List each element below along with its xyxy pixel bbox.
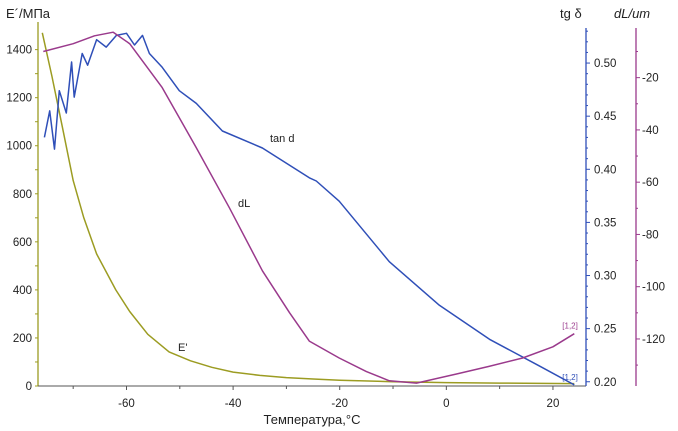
y-tan-tick-label: 0.30: [594, 271, 616, 283]
y-left-tick-label: 800: [13, 189, 32, 201]
y-left-axis-title: E´/МПа: [6, 6, 51, 21]
x-tick-label: -60: [118, 398, 135, 410]
series-line-dl: [43, 31, 575, 384]
series-label: tan d: [270, 133, 294, 145]
y-tan-tick-label: 0.50: [594, 58, 616, 70]
y-dl-tick-label: -40: [642, 125, 659, 137]
y-left-tick-label: 0: [26, 381, 32, 393]
y-tan-tick-label: 0.40: [594, 164, 616, 176]
x-axis-title: Температура,°C: [264, 412, 361, 427]
x-tick-label: 20: [547, 398, 560, 410]
y-left-tick-label: 1400: [6, 45, 32, 57]
y-left-tick-label: 1000: [6, 141, 32, 153]
y-dl-axis-title: dL/um: [614, 6, 650, 21]
series-line-e: [41, 32, 575, 385]
y-tan-axis-title: tg δ: [560, 6, 582, 21]
y-tan-tick-label: 0.35: [594, 217, 616, 229]
y-tan-tick-label: 0.20: [594, 377, 616, 389]
y-left-tick-label: 400: [13, 285, 32, 297]
x-tick-label: -20: [331, 398, 348, 410]
y-dl-tick-label: -20: [642, 73, 659, 85]
series-label: dL: [238, 198, 250, 210]
series-end-marker: [1,2]: [562, 373, 578, 382]
y-dl-tick-label: -60: [642, 177, 659, 189]
series-label: E': [178, 342, 187, 354]
series-line-tand: [43, 32, 575, 386]
y-dl-tick-label: -80: [642, 229, 659, 241]
y-left-tick-label: 200: [13, 333, 32, 345]
plot-lines: E' tan d [1,2] dL [1,2]: [41, 31, 578, 386]
y-dl-tick-label: -100: [642, 282, 665, 294]
x-tick-label: 0: [443, 398, 449, 410]
y-dl-tick-label: -120: [642, 334, 665, 346]
axes: -60 -40 -20 0 2002004006008001000120014000.2…: [6, 22, 665, 410]
y-left-tick-label: 1200: [6, 93, 32, 105]
x-tick-label: -40: [225, 398, 242, 410]
y-tan-tick-label: 0.45: [594, 111, 616, 123]
y-left-tick-label: 600: [13, 237, 32, 249]
y-tan-tick-label: 0.25: [594, 324, 616, 336]
series-end-marker: [1,2]: [562, 322, 578, 331]
